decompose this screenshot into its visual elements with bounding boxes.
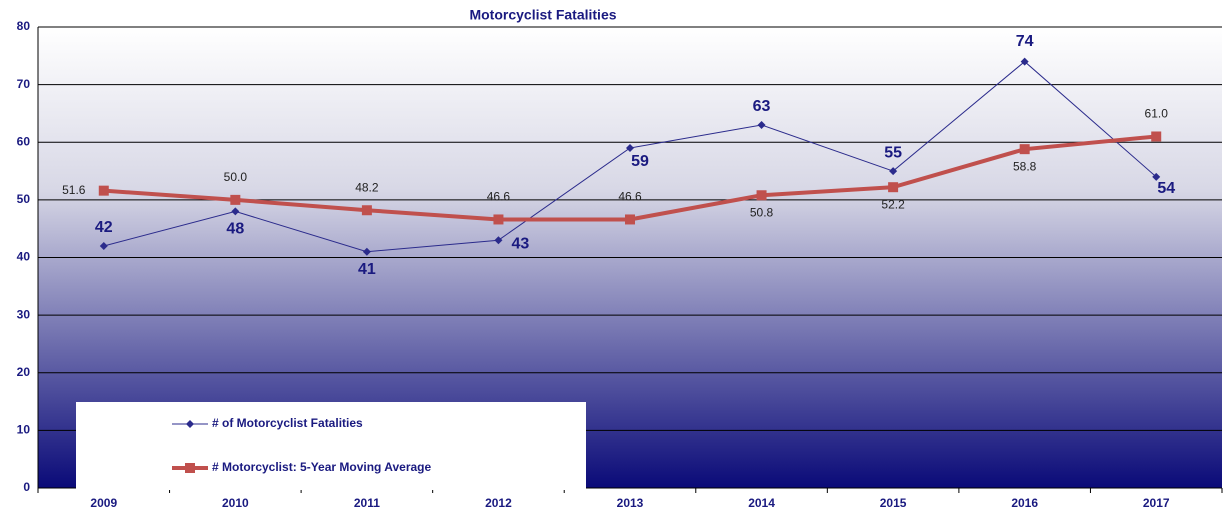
marker	[1151, 131, 1162, 142]
marker	[1020, 57, 1029, 66]
legend-label: # of Motorcyclist Fatalities	[212, 416, 363, 430]
y-tick-label: 70	[17, 77, 31, 91]
x-tick-label: 2011	[354, 496, 380, 510]
marker	[361, 205, 372, 216]
data-label: 48	[226, 221, 244, 238]
legend-marker	[186, 420, 194, 428]
marker	[362, 247, 371, 256]
legend-label: # Motorcyclist: 5-Year Moving Average	[212, 460, 432, 474]
x-tick-label: 2010	[222, 496, 249, 510]
marker	[493, 214, 504, 225]
data-label: 74	[1016, 33, 1034, 50]
data-label: 55	[884, 144, 902, 161]
chart-title: Motorcyclist Fatalities	[469, 7, 616, 23]
y-tick-label: 60	[17, 134, 31, 148]
y-tick-label: 30	[17, 307, 31, 321]
y-tick-label: 10	[17, 423, 31, 437]
y-tick-label: 40	[17, 250, 31, 264]
data-label: 59	[631, 153, 649, 170]
x-tick-label: 2014	[748, 496, 775, 510]
x-tick-label: 2017	[1143, 496, 1170, 510]
data-label: 61.0	[1145, 107, 1169, 121]
data-label: 51.6	[62, 183, 86, 197]
marker	[494, 236, 503, 245]
y-tick-label: 20	[17, 365, 31, 379]
marker	[231, 207, 240, 216]
marker	[756, 190, 767, 201]
legend	[76, 402, 586, 490]
data-label: 52.2	[881, 197, 905, 211]
x-tick-label: 2016	[1011, 496, 1038, 510]
data-label: 46.6	[618, 190, 642, 204]
marker	[625, 214, 635, 225]
data-label: 42	[95, 219, 113, 236]
x-tick-label: 2015	[880, 496, 907, 510]
data-label: 48.2	[355, 180, 379, 194]
marker	[889, 167, 898, 176]
data-label: 50.8	[750, 205, 774, 219]
legend-marker	[185, 463, 195, 473]
marker	[888, 182, 899, 193]
marker	[99, 241, 108, 250]
marker	[1019, 144, 1030, 155]
marker	[1152, 172, 1161, 181]
x-tick-label: 2009	[90, 496, 117, 510]
x-tick-label: 2012	[485, 496, 512, 510]
marker	[98, 185, 109, 196]
data-label: 43	[512, 235, 530, 252]
marker	[757, 120, 766, 129]
x-tick-label: 2013	[617, 496, 644, 510]
data-label: 46.6	[487, 190, 511, 204]
marker	[230, 194, 241, 205]
y-tick-label: 0	[23, 480, 30, 494]
data-label: 58.8	[1013, 159, 1037, 173]
data-label: 41	[358, 261, 376, 278]
y-tick-label: 50	[17, 192, 31, 206]
data-label: 63	[753, 98, 771, 115]
y-tick-label: 80	[17, 19, 31, 33]
data-label: 54	[1157, 180, 1175, 197]
marker	[626, 144, 634, 153]
data-label: 50.0	[224, 170, 248, 184]
